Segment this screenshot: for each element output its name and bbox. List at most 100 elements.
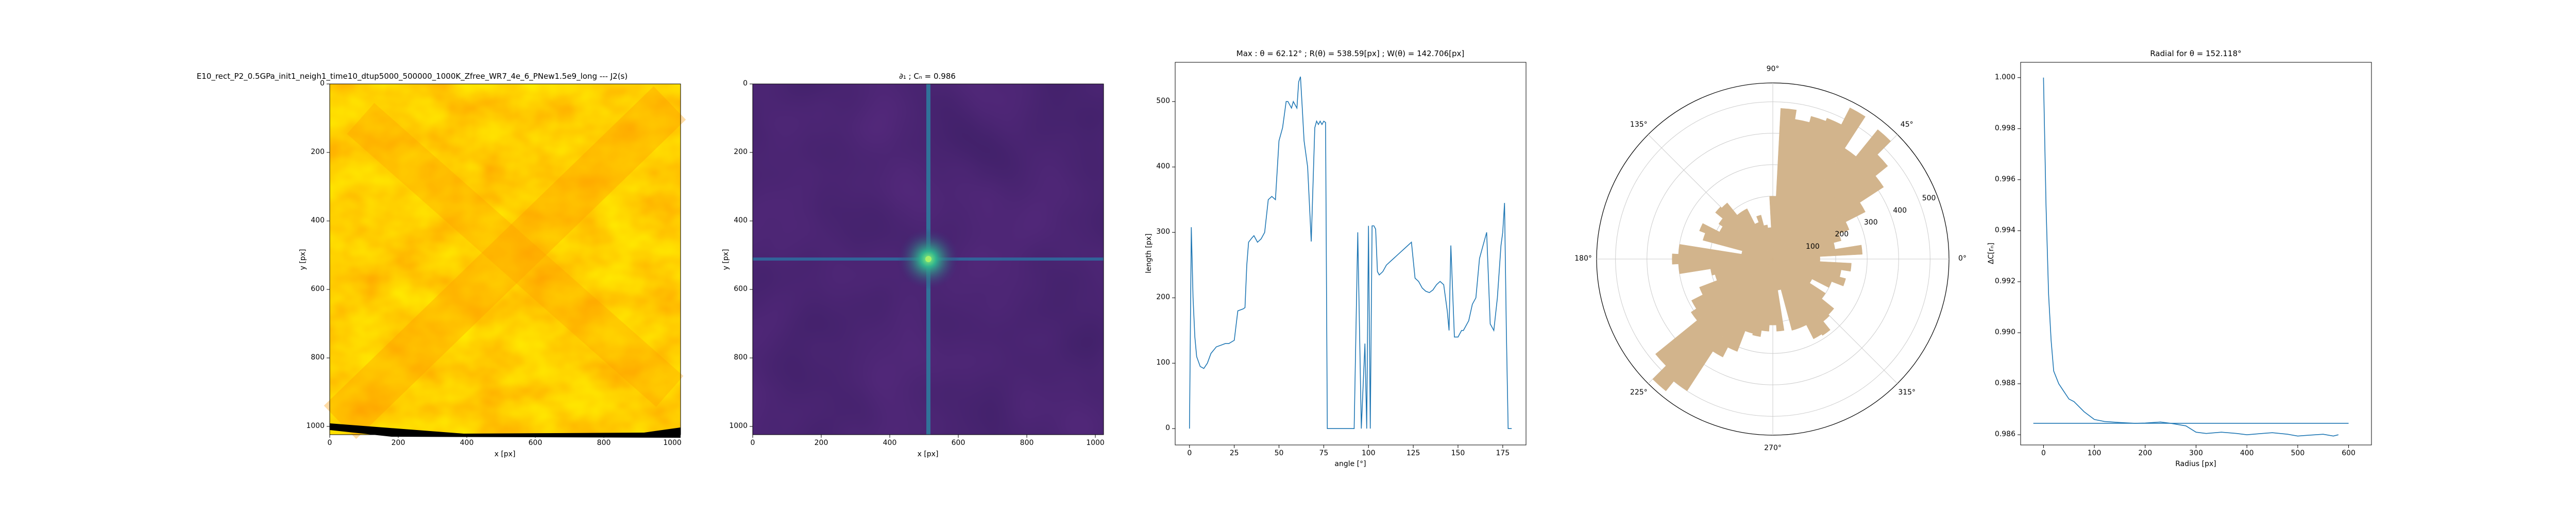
x-tick-label: 150 [1451,449,1465,457]
y-tick-label: 800 [734,353,748,362]
radial-xlabel: Radius [px] [2175,460,2216,468]
x-tick-label: 300 [2189,449,2203,457]
y-tick-label: 0 [320,79,325,88]
polar-angle-label: 225° [1630,388,1648,397]
y-tick-label: 400 [311,216,325,225]
x-tick-label: 25 [1229,449,1239,457]
y-tick-label: 1.000 [1994,73,2015,81]
x-tick-label: 600 [951,439,965,447]
y-tick-label: 400 [1156,162,1170,171]
autocorr-xlabel: x [px] [917,450,939,458]
polar-bar [1652,259,1773,391]
radial-title: Radial for θ = 152.118° [2150,49,2242,58]
x-tick-label: 125 [1406,449,1420,457]
y-tick-label: 1000 [729,422,748,431]
polar-bar [1672,253,1773,265]
polar-radial-label: 100 [1806,242,1820,251]
y-tick-label: 200 [1156,293,1170,302]
polar-bar [1772,108,1797,260]
x-tick-label: 200 [814,439,828,447]
y-tick-label: 800 [311,353,325,362]
x-tick-label: 175 [1496,449,1510,457]
y-tick-label: 1000 [306,422,325,431]
polar-bar [1772,259,1830,322]
heatmap-xlabel: x [px] [494,450,516,458]
y-tick-label: 600 [311,285,325,294]
polar-bar [1772,117,1842,260]
heatmap-ylabel: y [px] [299,249,307,270]
y-tick-label: 600 [734,285,748,294]
polar-bar [1718,218,1773,260]
polar-bar [1756,215,1773,260]
y-tick-label: 0.998 [1994,124,2015,132]
length-title: Max : θ = 62.12° ; R(θ) = 538.59[px] ; W… [1236,49,1465,58]
x-tick-label: 400 [883,439,897,447]
heatmap-title: E10_rect_P2_0.5GPa_init1_neigh1_time10_d… [196,72,628,81]
polar-bar [1761,259,1773,332]
y-tick-label: 0.986 [1994,430,2015,439]
polar-radial-label: 300 [1863,218,1878,227]
x-tick-label: 50 [1274,449,1284,457]
y-tick-label: 500 [1156,97,1170,106]
polar-bar [1772,129,1891,260]
polar-bar [1772,116,1826,260]
x-tick-label: 400 [2240,449,2254,457]
radial-ylabel: ΔC[rₙ] [1987,243,1995,264]
axis-tick-marks [327,77,2349,448]
length-series-line [1189,76,1512,430]
polar-radial-label: 500 [1922,194,1936,203]
autocorr-heatmap-image [753,84,1104,435]
polar-angle-label: 270° [1764,444,1782,452]
x-tick-label: 1000 [1086,439,1105,447]
polar-angle-label: 45° [1900,120,1913,129]
x-tick-label: 1000 [663,439,682,447]
y-tick-label: 0.996 [1994,175,2015,183]
polar-bar [1699,223,1773,260]
autocorr-title: ∂₁ ; Cₙ = 0.986 [899,72,956,81]
polar-angle-label: 90° [1766,65,1780,73]
polar-bar [1713,259,1773,357]
x-tick-label: 0 [1187,449,1192,457]
polar-bar [1715,207,1773,260]
y-tick-label: 0.988 [1994,379,2015,388]
y-tick-label: 0 [743,79,748,88]
polar-bar [1772,259,1826,299]
x-tick-label: 600 [2342,449,2355,457]
length-ylabel: length [px] [1145,233,1153,273]
x-tick-label: 200 [391,439,405,447]
polar-bar [1769,196,1776,260]
polar-angle-label: 0° [1958,254,1967,263]
x-tick-label: 0 [327,439,332,447]
x-tick-label: 800 [597,439,611,447]
x-tick-label: 100 [1361,449,1376,457]
polar-angle-label: 315° [1898,388,1916,397]
x-tick-label: 400 [460,439,474,447]
polar-bar [1752,259,1773,337]
x-tick-label: 0 [750,439,755,447]
x-tick-label: 200 [2138,449,2153,457]
polar-radial-label: 200 [1835,230,1849,239]
polar-bar [1772,259,1846,286]
polar-bar [1772,107,1866,260]
x-tick-label: 75 [1319,449,1329,457]
polar-bar [1772,259,1852,272]
j2-heatmap-image [324,84,686,439]
y-tick-label: 400 [734,216,748,225]
polar-bar [1772,259,1831,336]
polar-bar [1772,259,1835,315]
autocorr-ylabel: y [px] [722,249,730,270]
polar-rose-plot [1596,82,1950,436]
x-tick-label: 100 [2087,449,2102,457]
y-tick-label: 0.990 [1994,328,2015,337]
y-tick-label: 300 [1156,228,1170,236]
polar-angle-label: 135° [1630,120,1648,129]
polar-angle-label: 180° [1574,254,1592,263]
y-tick-label: 0.994 [1994,226,2015,234]
polar-bar [1702,233,1773,260]
y-tick-label: 0 [1165,424,1170,433]
x-tick-label: 800 [1020,439,1034,447]
x-tick-label: 0 [2041,449,2046,457]
y-tick-label: 200 [311,148,325,156]
y-tick-label: 200 [734,148,748,156]
